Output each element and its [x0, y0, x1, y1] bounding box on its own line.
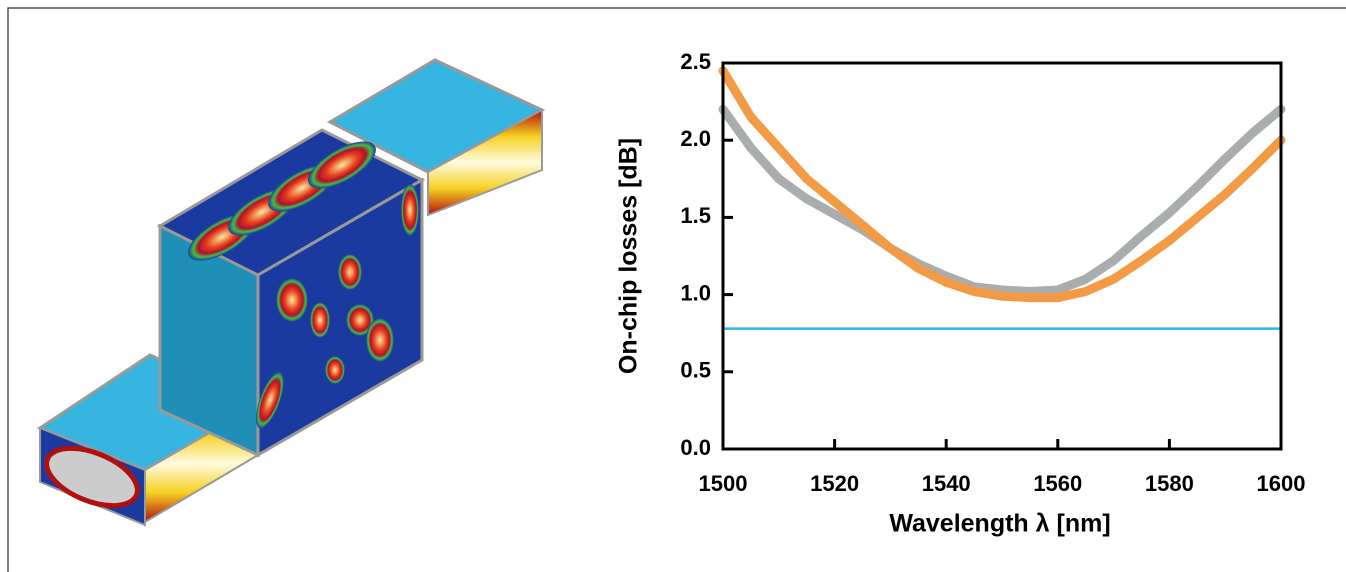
y-tick-label: 0.0	[680, 435, 711, 460]
series-line	[718, 104, 1286, 297]
series-line	[718, 66, 1286, 303]
y-tick-label: 1.5	[680, 203, 711, 228]
y-axis-title: On-chip losses [dB]	[615, 138, 643, 374]
x-axis-title: Wavelength λ [nm]	[889, 510, 1110, 538]
x-tick-label: 1540	[922, 471, 971, 496]
x-tick-label: 1520	[810, 471, 859, 496]
device-illustration	[36, 58, 546, 527]
y-tick-label: 0.5	[680, 358, 711, 383]
y-tick-label: 2.5	[680, 49, 711, 74]
plot-frame	[721, 61, 1283, 451]
y-tick-label: 1.0	[680, 280, 711, 305]
x-tick-label: 1560	[1033, 471, 1082, 496]
x-tick-label: 1580	[1145, 471, 1194, 496]
y-tick-label: 2.0	[680, 126, 711, 151]
x-tick-label: 1500	[699, 471, 748, 496]
frame	[7, 7, 1346, 572]
x-tick-label: 1600	[1257, 471, 1306, 496]
